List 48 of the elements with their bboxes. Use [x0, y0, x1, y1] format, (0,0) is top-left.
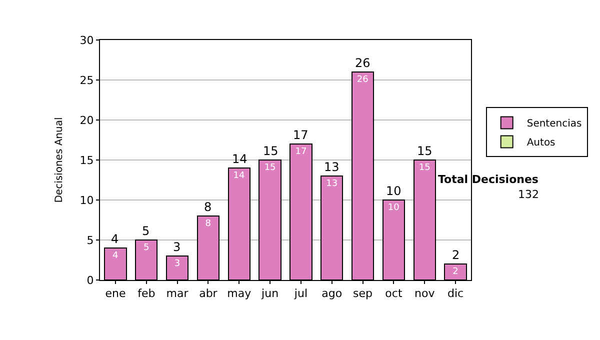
legend-label: Autos	[526, 138, 556, 149]
total-label: 2	[452, 248, 460, 262]
x-tick-label: jul	[293, 287, 308, 300]
x-tick-label: jun	[260, 287, 279, 300]
total-label: 15	[417, 144, 432, 158]
legend-label: Sentencias	[526, 118, 582, 130]
total-label: 10	[386, 184, 402, 198]
x-tick-label: nov	[414, 287, 436, 300]
y-axis-title: Decisiones Anual	[54, 117, 65, 203]
data-label: 17	[295, 147, 307, 157]
x-tick-label: dic	[447, 287, 464, 300]
total-label: 14	[232, 152, 248, 166]
y-tick-label: 10	[80, 194, 94, 207]
x-tick-label: ago	[322, 287, 342, 300]
data-label: 15	[264, 163, 276, 173]
y-tick-label: 20	[80, 114, 94, 127]
total-label: 26	[355, 56, 370, 70]
data-label: 26	[356, 75, 369, 85]
data-label: 3	[174, 259, 180, 269]
x-tick-label: abr	[199, 287, 218, 300]
y-tick-label: 15	[80, 154, 94, 167]
data-label: 4	[112, 251, 118, 261]
data-label: 5	[144, 243, 150, 253]
x-tick-label: feb	[138, 287, 156, 300]
data-label: 14	[233, 171, 245, 181]
y-tick-label: 5	[86, 234, 94, 247]
data-label: 8	[205, 219, 212, 229]
x-tick-label: mar	[166, 287, 189, 300]
y-tick-label: 25	[80, 74, 94, 87]
x-tick-label: oct	[385, 287, 403, 300]
x-tick-label: sep	[353, 287, 373, 300]
data-label: 10	[388, 203, 400, 213]
total-label: 4	[111, 232, 119, 246]
total-label: 3	[173, 240, 181, 254]
annotation: Total Decisiones	[438, 173, 539, 186]
y-tick-label: 30	[80, 34, 94, 47]
data-label: 15	[418, 163, 430, 173]
x-tick-label: may	[227, 287, 252, 300]
x-tick-label: ene	[105, 287, 126, 300]
text: 132	[518, 188, 539, 201]
y-tick-label: 0	[86, 274, 94, 287]
total-label: 8	[204, 200, 212, 214]
data-label: 13	[326, 179, 338, 189]
total-label: 5	[142, 224, 150, 238]
total-label: 13	[324, 160, 340, 174]
data-label: 2	[452, 267, 458, 277]
total-label: 17	[293, 128, 308, 142]
total-label: 15	[263, 144, 278, 158]
